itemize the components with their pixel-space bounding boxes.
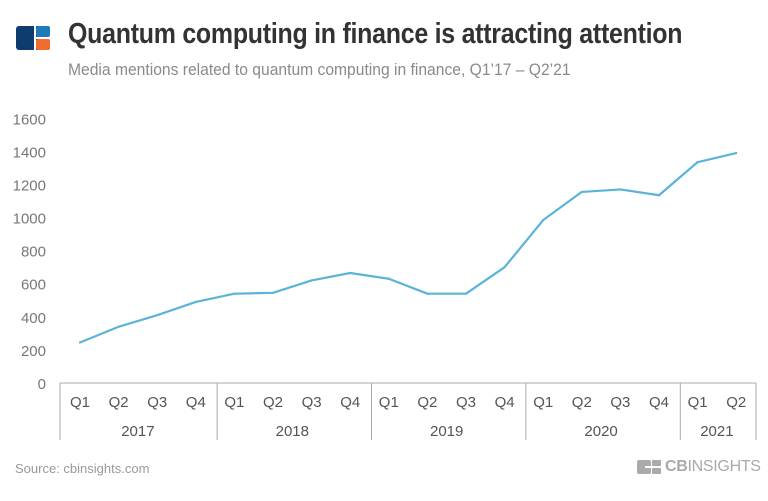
x-tick-label: Q1 (379, 394, 399, 411)
data-point (696, 161, 699, 164)
x-tick-label: Q3 (302, 394, 322, 411)
x-tick-label: Q2 (417, 394, 437, 411)
x-tick-label: Q2 (109, 394, 129, 411)
year-label: 2018 (276, 423, 309, 440)
y-tick-label: 200 (21, 343, 46, 360)
data-point (117, 325, 120, 328)
x-tick-label: Q4 (649, 394, 669, 411)
y-tick-label: 1000 (13, 211, 46, 228)
y-tick-label: 800 (21, 244, 46, 261)
x-tick-label: Q3 (456, 394, 476, 411)
data-point (426, 292, 429, 295)
brand-suffix: INSIGHTS (687, 458, 761, 475)
data-point (619, 188, 622, 191)
x-tick-label: Q4 (186, 394, 206, 411)
data-point (233, 292, 236, 295)
data-point (503, 266, 506, 269)
data-point (657, 194, 661, 197)
x-tick-label: Q4 (340, 394, 360, 411)
x-tick-label: Q1 (224, 394, 244, 411)
x-tick-label: Q4 (495, 394, 515, 411)
x-tick-label: Q2 (263, 394, 283, 411)
data-point (310, 279, 313, 282)
year-label: 2017 (121, 423, 154, 440)
y-tick-label: 600 (21, 277, 46, 294)
source-note: Source: cbinsights.com (15, 461, 150, 476)
brand-mark-icon (637, 460, 661, 474)
x-tick-label: Q2 (572, 394, 592, 411)
data-point (194, 300, 197, 304)
data-point (271, 291, 275, 294)
x-tick-label: Q3 (147, 394, 167, 411)
y-tick-label: 1200 (13, 177, 46, 194)
year-label: 2019 (430, 423, 463, 440)
series-line (79, 151, 737, 344)
y-tick-label: 0 (38, 376, 46, 393)
x-tick-label: Q1 (70, 394, 90, 411)
chart-title: Quantum computing in finance is attracti… (68, 18, 683, 50)
year-label: 2021 (700, 423, 733, 440)
data-point (542, 218, 545, 222)
x-tick-label: Q1 (688, 394, 708, 411)
x-tick-label: Q2 (726, 394, 746, 411)
x-tick-label: Q1 (533, 394, 553, 411)
y-tick-label: 400 (21, 310, 46, 327)
data-point (78, 341, 82, 344)
brand-prefix: CB (665, 458, 688, 475)
chart-subtitle: Media mentions related to quantum comput… (68, 60, 571, 79)
data-point (156, 314, 159, 317)
y-tick-label: 1400 (13, 144, 46, 161)
y-tick-label: 1600 (13, 111, 46, 128)
data-point (349, 271, 352, 275)
cb-insights-logo (16, 26, 50, 50)
data-point (464, 292, 468, 295)
data-point (735, 151, 738, 155)
year-label: 2020 (584, 423, 617, 440)
x-tick-label: Q3 (610, 394, 630, 411)
data-point (387, 277, 390, 280)
data-point (580, 190, 583, 194)
brand-logo: CBINSIGHTS (637, 458, 761, 476)
